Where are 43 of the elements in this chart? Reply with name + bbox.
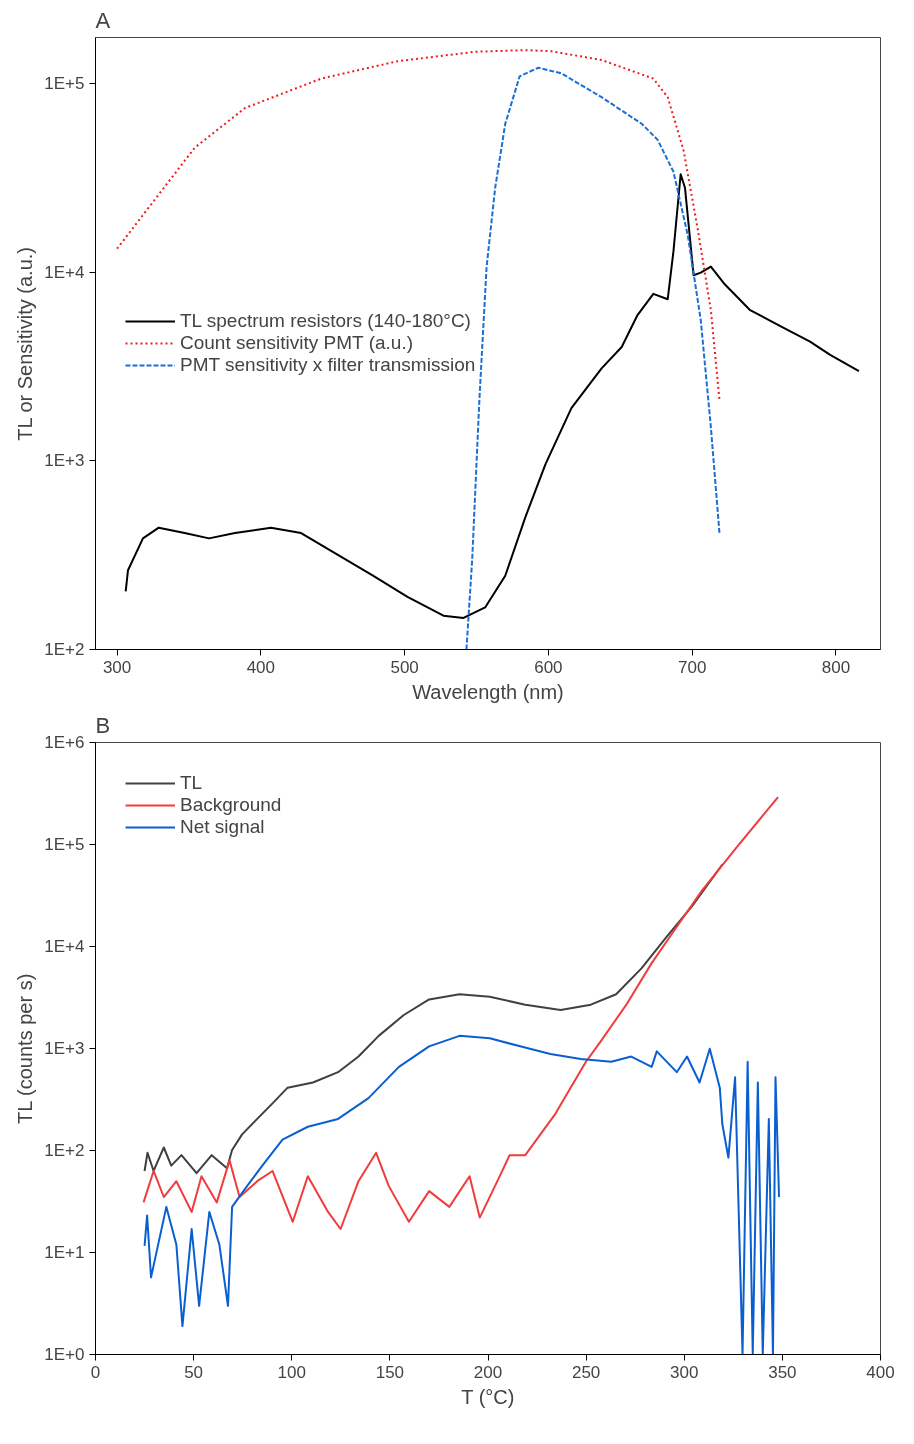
x-tick-label: 150 [375, 1362, 405, 1382]
y-tick-label: 1E+2 [44, 1141, 85, 1160]
x-tick-label: 300 [670, 1362, 699, 1382]
x-tick-label: 700 [677, 657, 707, 677]
legend-label: TL spectrum resistors (140-180°C) [180, 310, 471, 332]
y-tick-label: 1E+2 [44, 640, 85, 659]
x-tick-label: 600 [534, 657, 563, 677]
y-tick-label: 1E+1 [44, 1243, 85, 1262]
y-tick-label: 1E+5 [44, 835, 85, 854]
legend-label: Net signal [180, 816, 265, 838]
legend-label: Count sensitivity PMT (a.u.) [180, 332, 414, 354]
x-axis-title: Wavelength (nm) [412, 680, 564, 703]
y-tick-label: 1E+6 [44, 733, 85, 752]
chart-title: B [95, 712, 111, 738]
line-series [143, 1034, 781, 1355]
x-tick-label: 300 [102, 657, 132, 677]
x-tick-label: 400 [246, 657, 276, 677]
x-tick-label: 400 [866, 1362, 895, 1382]
x-tick-label: 50 [184, 1362, 204, 1382]
line-series [143, 863, 724, 1175]
y-tick-label: 1E+3 [44, 451, 85, 471]
chart-title: A [95, 7, 111, 33]
y-tick-label: 1E+0 [44, 1345, 85, 1364]
x-tick-label: 350 [768, 1362, 797, 1382]
y-axis-title: TL or Sensitivity (a.u.) [14, 246, 37, 441]
y-tick-label: 1E+4 [44, 262, 85, 282]
legend-label: PMT sensitivity x filter transmission [180, 354, 476, 376]
line-series [124, 173, 860, 619]
x-tick-label: 100 [277, 1362, 306, 1382]
legend-label: Background [180, 794, 282, 816]
line-series [116, 49, 721, 401]
x-tick-label: 800 [821, 657, 851, 677]
x-tick-label: 250 [571, 1362, 601, 1382]
y-tick-label: 1E+4 [44, 937, 85, 956]
legend-label: TL [180, 772, 203, 794]
x-tick-label: 0 [90, 1362, 101, 1382]
y-tick-label: 1E+5 [44, 73, 85, 93]
x-axis-title: T (°C) [461, 1385, 515, 1408]
x-tick-label: 200 [473, 1362, 503, 1382]
y-axis-title: TL (counts per s) [14, 973, 37, 1125]
x-tick-label: 500 [390, 657, 419, 677]
y-tick-label: 1E+3 [44, 1039, 85, 1058]
line-series [142, 796, 780, 1230]
